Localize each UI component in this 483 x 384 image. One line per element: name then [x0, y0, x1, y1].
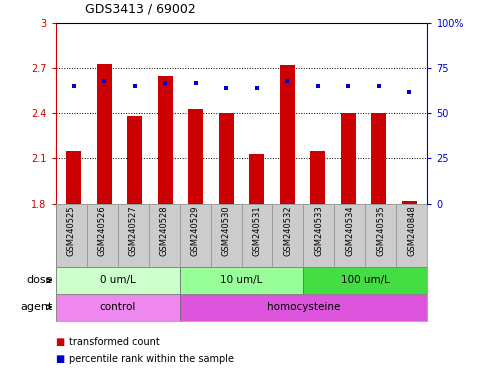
Point [161, 79, 169, 86]
Text: GSM240535: GSM240535 [376, 205, 385, 256]
Point [70, 83, 78, 89]
Bar [280, 65, 295, 204]
Text: ■: ■ [56, 354, 65, 364]
Bar [341, 113, 356, 204]
Point [192, 79, 199, 86]
Point [131, 83, 139, 89]
Text: GSM240534: GSM240534 [345, 205, 355, 256]
Text: GDS3413 / 69002: GDS3413 / 69002 [85, 3, 196, 16]
Bar [56, 267, 180, 294]
Point [344, 83, 352, 89]
Bar [249, 154, 264, 204]
Bar [219, 113, 234, 204]
Text: agent: agent [21, 302, 53, 312]
Bar [157, 76, 173, 204]
Point [100, 78, 108, 84]
Point [253, 85, 261, 91]
Bar [97, 64, 112, 204]
Text: percentile rank within the sample: percentile rank within the sample [69, 354, 234, 364]
Bar [401, 200, 417, 204]
Bar [180, 294, 427, 321]
Text: GSM240533: GSM240533 [314, 205, 324, 256]
Point [314, 83, 322, 89]
Bar [303, 267, 427, 294]
Text: GSM240531: GSM240531 [253, 205, 261, 256]
Bar [66, 151, 82, 204]
Text: GSM240526: GSM240526 [98, 205, 107, 256]
Bar [180, 267, 303, 294]
Text: GSM240530: GSM240530 [222, 205, 230, 256]
Text: GSM240848: GSM240848 [408, 205, 416, 256]
Text: GSM240532: GSM240532 [284, 205, 293, 256]
Bar [127, 116, 142, 204]
Text: GSM240525: GSM240525 [67, 205, 75, 256]
Text: 10 um/L: 10 um/L [220, 275, 263, 285]
Bar [56, 294, 180, 321]
Text: GSM240529: GSM240529 [190, 205, 199, 256]
Text: GSM240528: GSM240528 [159, 205, 169, 256]
Text: ■: ■ [56, 337, 65, 347]
Text: transformed count: transformed count [69, 337, 160, 347]
Text: homocysteine: homocysteine [267, 302, 340, 312]
Bar [188, 109, 203, 204]
Point [375, 83, 383, 89]
Point [284, 78, 291, 84]
Text: 0 um/L: 0 um/L [99, 275, 135, 285]
Text: 100 um/L: 100 um/L [341, 275, 390, 285]
Bar [371, 113, 386, 204]
Text: GSM240527: GSM240527 [128, 205, 138, 256]
Bar [310, 151, 326, 204]
Point [405, 89, 413, 95]
Point [222, 85, 230, 91]
Text: dose: dose [27, 275, 53, 285]
Text: control: control [99, 302, 136, 312]
